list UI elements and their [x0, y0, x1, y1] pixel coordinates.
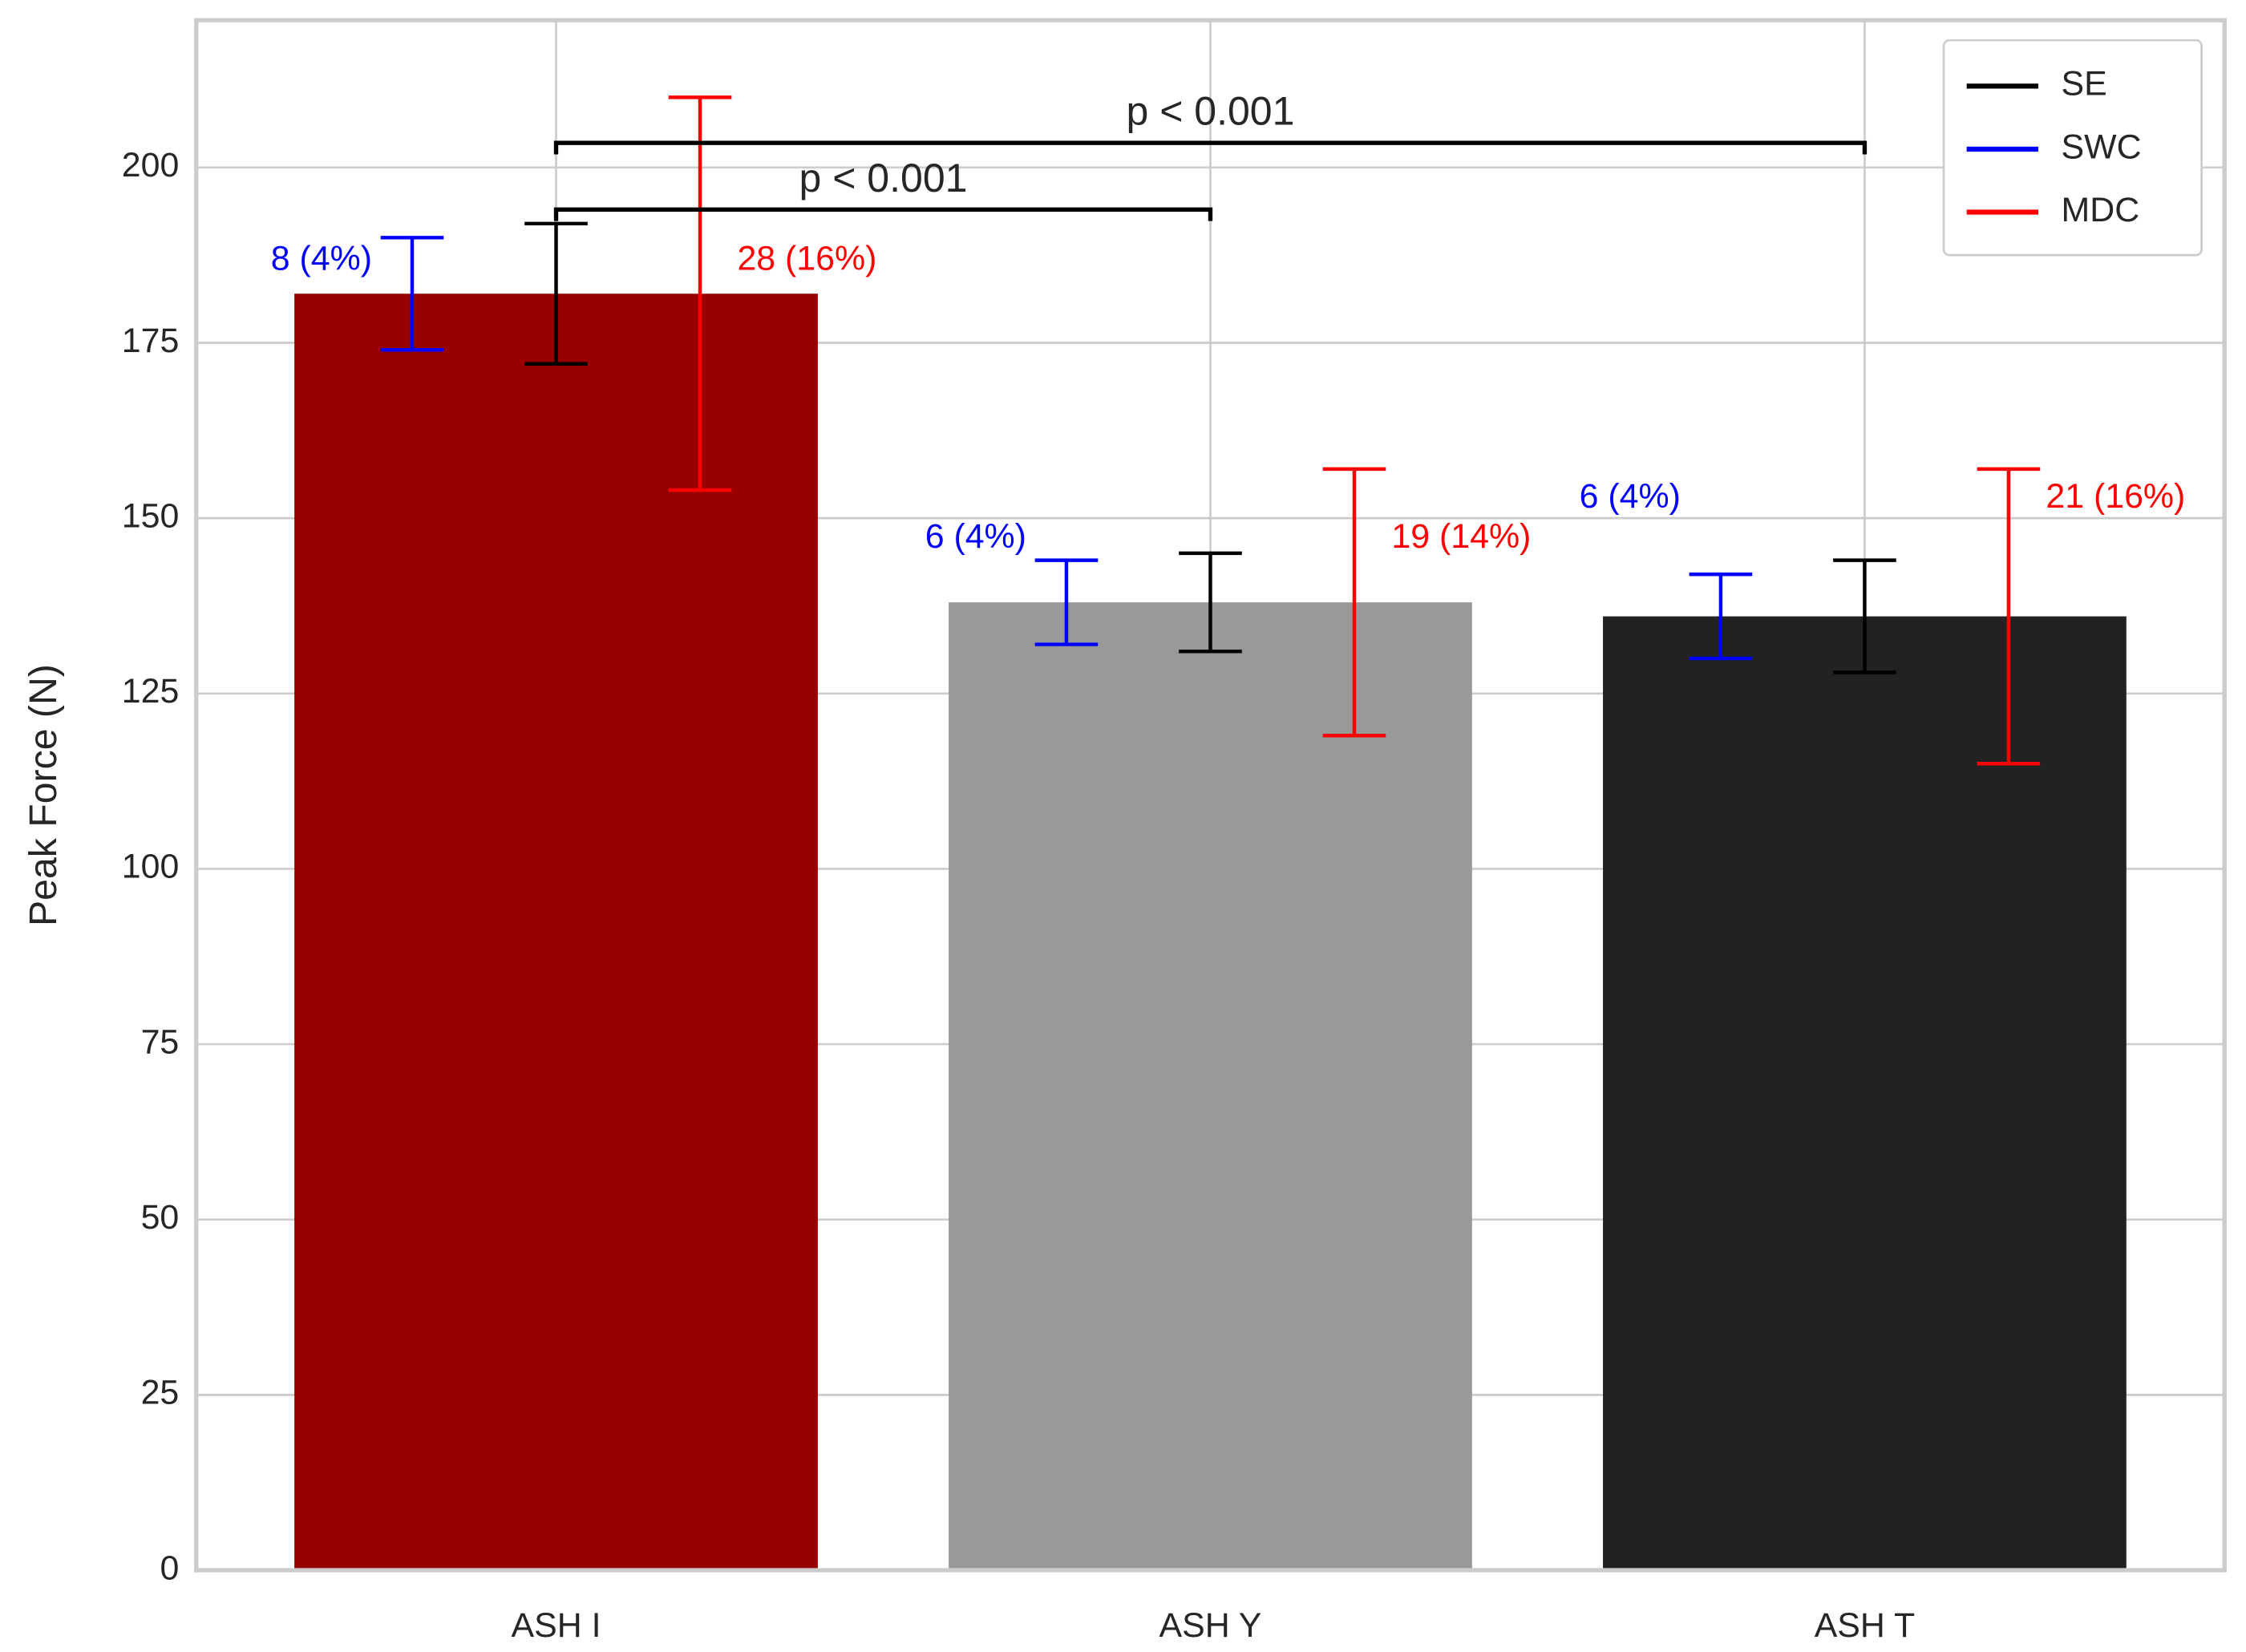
error-bar: [668, 95, 732, 492]
error-label: 6 (4%): [1580, 477, 1681, 516]
y-tick-label: 150: [122, 496, 180, 535]
legend-label: SWC: [2062, 128, 2142, 166]
significance-label: p < 0.001: [1127, 89, 1295, 134]
error-bar: [1034, 558, 1099, 646]
bar: [1603, 616, 2127, 1571]
y-tick-label: 75: [141, 1022, 180, 1061]
error-label: 19 (14%): [1391, 517, 1531, 556]
error-bar: [380, 236, 444, 352]
x-tick-label: ASH Y: [1159, 1606, 1262, 1645]
bar: [294, 294, 818, 1571]
significance-bracket: [553, 140, 1868, 155]
error-label: 6 (4%): [925, 517, 1026, 556]
legend-label: MDC: [2062, 191, 2140, 229]
error-bar: [1322, 467, 1386, 738]
error-bar: [524, 221, 588, 366]
error-bar: [1689, 572, 1753, 661]
error-bar: [1179, 551, 1242, 654]
y-tick-label: 25: [141, 1374, 180, 1412]
error-label: 21 (16%): [2046, 477, 2185, 516]
y-tick-label: 50: [141, 1198, 180, 1237]
significance-label: p < 0.001: [799, 156, 968, 200]
significance-bracket: [553, 207, 1213, 221]
x-tick-label: ASH I: [512, 1606, 601, 1645]
y-axis-label: Peak Force (N): [22, 664, 65, 926]
bar: [949, 602, 1472, 1571]
y-tick-label: 175: [122, 322, 180, 360]
error-label: 8 (4%): [271, 240, 372, 278]
plot-frame: [194, 18, 2227, 1573]
y-tick-label: 0: [160, 1549, 179, 1587]
y-tick-label: 100: [122, 848, 180, 886]
legend-label: SE: [2062, 65, 2107, 103]
error-bar: [1977, 467, 2041, 766]
legend-box: [1942, 38, 2203, 257]
error-label: 28 (16%): [737, 240, 876, 278]
y-tick-label: 125: [122, 672, 180, 711]
y-tick-label: 200: [122, 146, 180, 184]
error-bar: [1833, 558, 1896, 674]
x-tick-label: ASH T: [1815, 1606, 1915, 1645]
